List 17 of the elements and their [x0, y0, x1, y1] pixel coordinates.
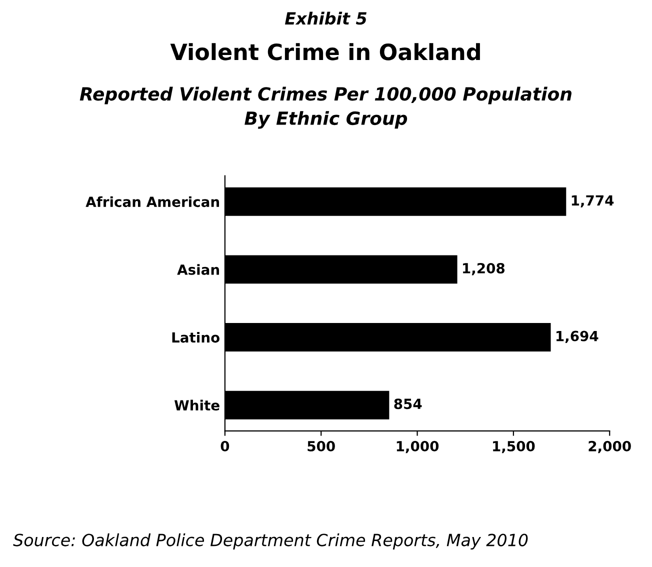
chart-subtitle: Reported Violent Crimes Per 100,000 Population By Ethnic Group: [80, 86, 572, 129]
data-label: 1,694: [556, 330, 598, 344]
x-tick-label: 500: [308, 440, 335, 452]
y-tick-label: Latino: [172, 332, 220, 343]
x-tick-label: 1,000: [396, 440, 439, 454]
x-tick-label: 0: [220, 440, 230, 452]
x-tick-label: 2,000: [588, 440, 631, 454]
y-tick-label: White: [174, 400, 220, 411]
text: Exhibit 5: [284, 12, 366, 25]
chart-title: Violent Crime in Oakland: [170, 43, 480, 60]
data-label: 854: [394, 398, 422, 410]
y-tick-label: Asian: [177, 264, 219, 275]
data-label: 1,774: [572, 195, 614, 208]
data-label: 1,208: [463, 262, 505, 276]
y-tick-label: African American: [86, 196, 219, 208]
x-tick-label: 1,500: [493, 440, 535, 454]
source-note: Source: Oakland Police Department Crime Reports, May 2010: [13, 533, 528, 550]
